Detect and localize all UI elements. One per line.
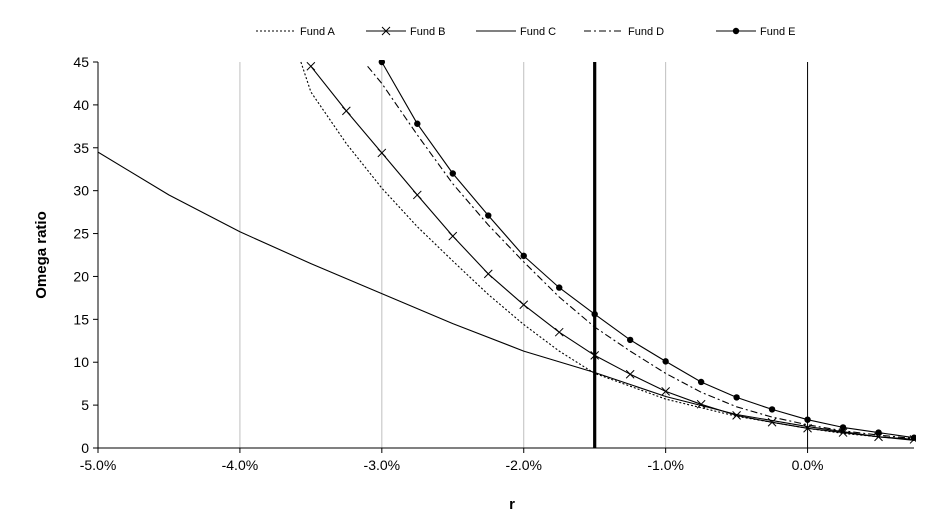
series-1-point-4-b (448, 231, 458, 241)
axes: 0 5 10 15 20 25 30 35 40 45 -5.0% -4.0% -3.0% -2.0% -1… (73, 54, 914, 473)
series-1-point-9-b (625, 369, 635, 379)
x-tick-label-0: -5.0% (80, 457, 117, 473)
y-tick-label-2: 10 (73, 354, 89, 370)
series-4-point-15 (910, 434, 916, 441)
legend-label-4: Fund E (760, 26, 795, 38)
series-fund-4 (378, 60, 916, 441)
legend-marker-1-b (381, 26, 391, 36)
series-1-point-13-b (767, 417, 777, 427)
y-tick-label-1: 5 (81, 397, 89, 413)
series-4-point-10 (733, 394, 740, 401)
legend-label-0: Fund A (300, 26, 336, 38)
series-1-point-5-b (483, 269, 493, 279)
x-tick-label-4: -1.0% (647, 457, 684, 473)
series-line-3 (367, 65, 915, 440)
series-4-point-9 (697, 378, 705, 386)
legend-label-1: Fund B (410, 26, 445, 38)
series-4-point-13 (839, 424, 847, 431)
series-4-point-2 (449, 170, 456, 177)
y-tick-label-9: 45 (73, 54, 89, 70)
series-4-point-5 (556, 284, 563, 291)
legend-marker-4 (732, 27, 740, 35)
series-line-1 (310, 65, 915, 440)
series-1-point-10-b (661, 387, 671, 396)
series-1-point-6-b (519, 300, 529, 310)
series-1-point-1-b (341, 106, 351, 116)
legend-marker-1 (381, 26, 391, 36)
y-tick-label-6: 30 (73, 183, 89, 199)
y-tick-label-7: 35 (73, 140, 89, 156)
x-axis-title: r (509, 496, 515, 512)
legend-item-1: Fund B (366, 26, 445, 38)
x-tick-label-1: -4.0% (222, 457, 259, 473)
series-4-point-11 (768, 406, 776, 413)
series-fund-3 (367, 65, 915, 440)
series-1-point-7 (554, 327, 564, 337)
series-4-point-7 (626, 336, 634, 344)
series-4-point-0 (378, 60, 386, 66)
legend-label-2: Fund C (520, 26, 556, 38)
series-1-point-5 (483, 269, 493, 279)
series-1-point-7-b (554, 327, 564, 337)
y-tick-label-5: 25 (73, 226, 89, 242)
series-4-point-4 (520, 252, 527, 260)
series-line-4 (381, 61, 915, 439)
series-1-point-12 (732, 411, 741, 420)
series-4-point-14 (875, 429, 882, 436)
series-1-point-0-b (306, 61, 316, 71)
y-axis-title: Omega ratio (33, 211, 50, 299)
series-1-point-3 (412, 190, 422, 200)
series-1-point-10 (661, 387, 671, 396)
series-1-point-2 (377, 148, 387, 158)
legend-item-4: Fund E (716, 26, 795, 38)
legend: Fund A Fund B Fund C Fund D Fund E (256, 26, 795, 38)
series-4-point-8 (662, 358, 669, 365)
series-1-point-11-b (696, 399, 706, 409)
series-4-point-3 (485, 212, 492, 219)
series-1-point-0 (306, 61, 316, 71)
series-1-point-1 (341, 106, 351, 116)
series-1-point-3-b (412, 190, 422, 200)
series-1-point-2-b (377, 148, 387, 158)
legend-item-3: Fund D (584, 26, 664, 38)
legend-label-3: Fund D (628, 26, 664, 38)
series-1-point-6 (519, 300, 529, 310)
y-tick-label-8: 40 (73, 97, 89, 113)
series-1-point-15-b (838, 428, 848, 437)
legend-item-2: Fund C (476, 26, 556, 38)
x-tick-label-5: 0.0% (792, 457, 824, 473)
x-tick-label-3: -2.0% (505, 457, 542, 473)
series-1-point-12-b (732, 411, 741, 420)
y-tick-label-0: 0 (81, 440, 89, 456)
legend-item-0: Fund A (256, 26, 336, 38)
series-4-point-1 (414, 120, 421, 127)
y-tick-label-3: 15 (73, 311, 89, 327)
y-tick-label-4: 20 (73, 268, 89, 284)
series-1-point-4 (448, 231, 458, 241)
x-tick-label-2: -3.0% (364, 457, 401, 473)
series-1-point-11 (696, 399, 706, 409)
series-1-point-9 (625, 369, 635, 379)
